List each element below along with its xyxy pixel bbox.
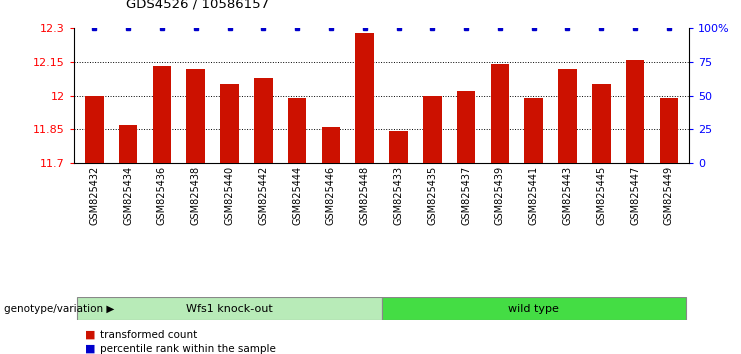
Bar bbox=[356, 33, 374, 163]
Bar bbox=[220, 84, 239, 163]
Text: wild type: wild type bbox=[508, 304, 559, 314]
Bar bbox=[525, 98, 543, 163]
Text: ■: ■ bbox=[85, 330, 96, 339]
Text: percentile rank within the sample: percentile rank within the sample bbox=[100, 344, 276, 354]
Bar bbox=[491, 64, 509, 163]
Text: GSM825435: GSM825435 bbox=[428, 165, 437, 225]
Text: GSM825442: GSM825442 bbox=[259, 165, 268, 225]
Text: GSM825441: GSM825441 bbox=[528, 165, 539, 224]
Text: GSM825436: GSM825436 bbox=[157, 165, 167, 224]
Text: Wfs1 knock-out: Wfs1 knock-out bbox=[186, 304, 273, 314]
Text: GSM825444: GSM825444 bbox=[292, 165, 302, 224]
Bar bbox=[389, 131, 408, 163]
Bar bbox=[78, 297, 382, 320]
Text: GSM825438: GSM825438 bbox=[190, 165, 201, 224]
Bar bbox=[119, 125, 138, 163]
Text: GSM825434: GSM825434 bbox=[123, 165, 133, 224]
Bar bbox=[382, 297, 685, 320]
Bar bbox=[288, 98, 307, 163]
Text: ■: ■ bbox=[85, 344, 96, 354]
Text: GSM825448: GSM825448 bbox=[359, 165, 370, 224]
Text: transformed count: transformed count bbox=[100, 330, 197, 339]
Text: GSM825446: GSM825446 bbox=[326, 165, 336, 224]
Bar bbox=[456, 91, 476, 163]
Bar bbox=[592, 84, 611, 163]
Bar bbox=[659, 98, 678, 163]
Bar bbox=[254, 78, 273, 163]
Bar bbox=[187, 69, 205, 163]
Text: GSM825447: GSM825447 bbox=[630, 165, 640, 225]
Bar bbox=[85, 96, 104, 163]
Bar bbox=[558, 69, 576, 163]
Text: GSM825437: GSM825437 bbox=[461, 165, 471, 225]
Text: genotype/variation ▶: genotype/variation ▶ bbox=[4, 304, 114, 314]
Text: GSM825445: GSM825445 bbox=[597, 165, 606, 225]
Bar bbox=[322, 127, 340, 163]
Text: GDS4526 / 10586157: GDS4526 / 10586157 bbox=[126, 0, 269, 11]
Text: GSM825439: GSM825439 bbox=[495, 165, 505, 224]
Bar bbox=[625, 60, 645, 163]
Text: GSM825449: GSM825449 bbox=[664, 165, 674, 224]
Bar bbox=[423, 96, 442, 163]
Text: GSM825432: GSM825432 bbox=[90, 165, 99, 225]
Bar bbox=[153, 67, 171, 163]
Text: GSM825440: GSM825440 bbox=[225, 165, 235, 224]
Text: GSM825443: GSM825443 bbox=[562, 165, 573, 224]
Text: GSM825433: GSM825433 bbox=[393, 165, 404, 224]
